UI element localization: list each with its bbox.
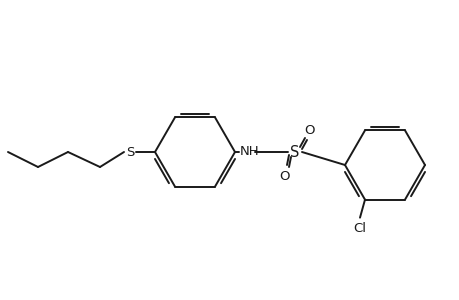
Text: S: S (290, 145, 299, 160)
Text: O: O (279, 169, 290, 182)
Text: O: O (304, 124, 314, 136)
Text: S: S (126, 146, 134, 158)
Text: NH: NH (240, 145, 259, 158)
Text: Cl: Cl (353, 222, 366, 235)
